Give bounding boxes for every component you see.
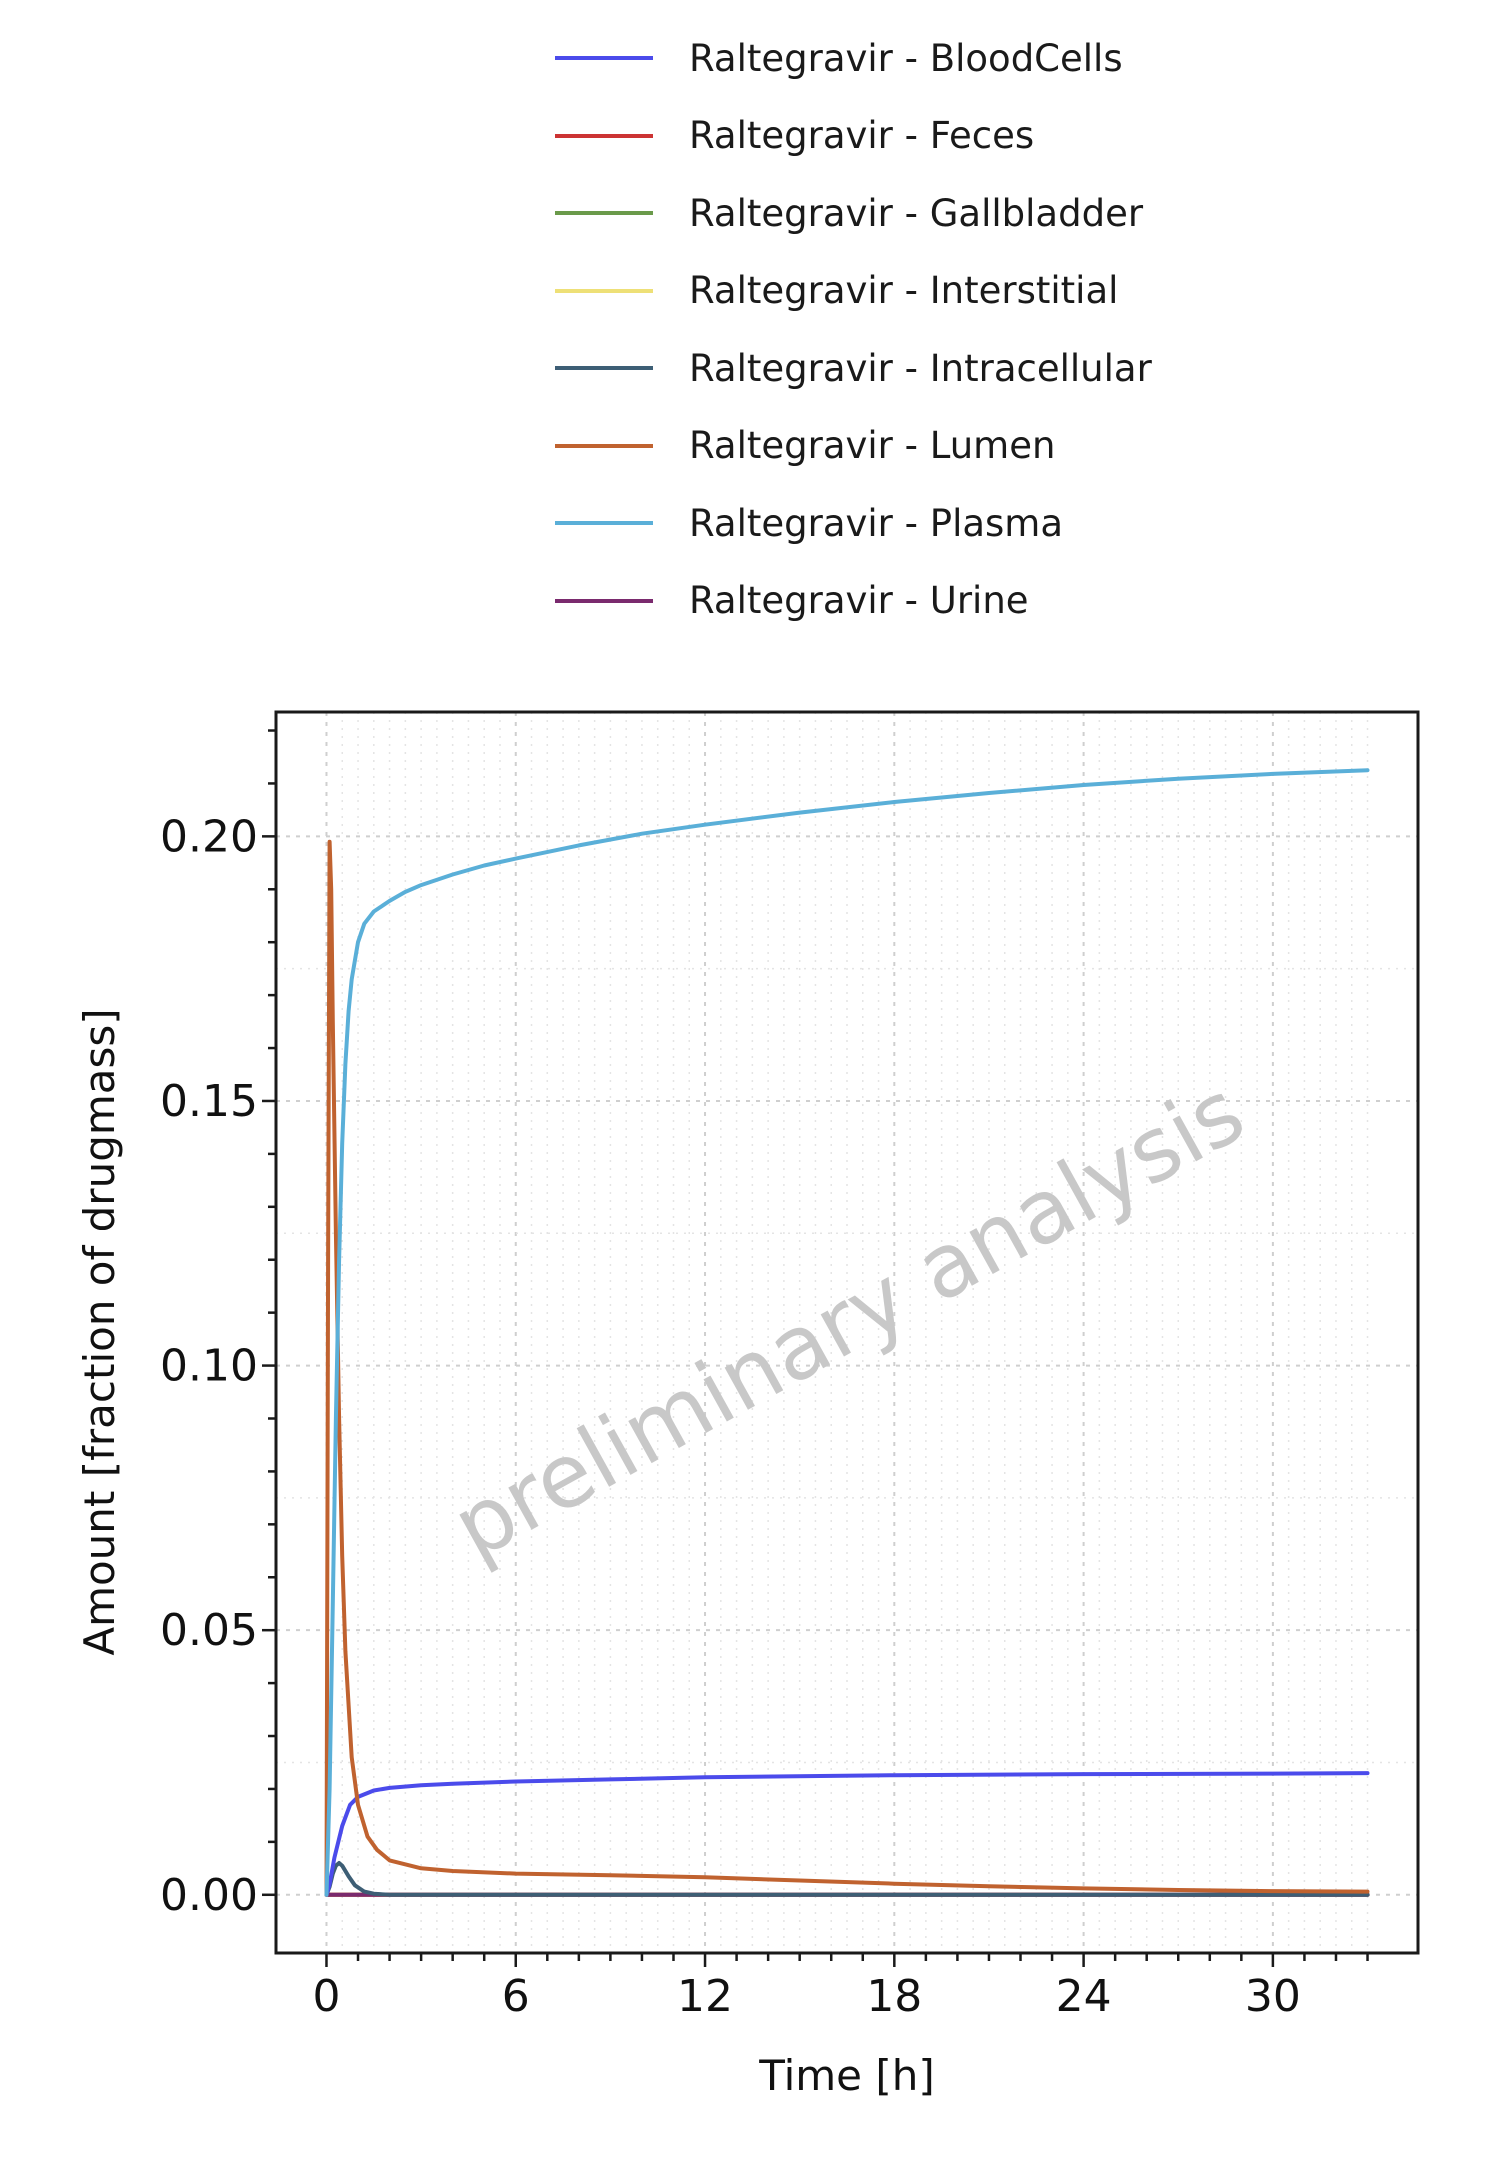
x-tick-label: 6 [502,1971,530,2022]
axes: 0 6 12 18 24 30 0.00 0.05 0.10 0.15 0.20 [160,729,1369,2022]
legend-swatch [555,133,653,138]
series-line-lumen [324,839,1370,1897]
legend-label: Raltegravir - BloodCells [689,36,1123,80]
legend-swatch [555,443,653,448]
series-line-plasma [324,768,1370,1897]
legend-label: Raltegravir - Gallbladder [689,191,1144,235]
series-layer [324,768,1370,1897]
y-tick-label: 0.20 [160,811,258,862]
x-tick-label: 0 [312,1971,340,2022]
legend-label: Raltegravir - Intracellular [689,346,1152,390]
legend-item: Raltegravir - Intracellular [555,346,1152,390]
plot-frame [274,710,1420,1955]
legend-swatch [555,598,653,603]
y-tick-label: 0.00 [160,1870,258,1921]
legend-item: Raltegravir - BloodCells [555,36,1123,80]
legend-item: Raltegravir - Urine [555,579,1029,622]
legend-item: Raltegravir - Lumen [555,424,1056,467]
x-tick-label: 24 [1056,1971,1112,2022]
legend-item: Raltegravir - Plasma [555,501,1064,545]
legend-label: Raltegravir - Lumen [689,424,1056,467]
x-tick-label: 30 [1245,1971,1301,2022]
legend-item: Raltegravir - Gallbladder [555,191,1144,235]
y-tick-label: 0.15 [160,1076,258,1127]
y-axis-title: Amount [fraction of drugmass] [75,1008,124,1655]
legend-label: Raltegravir - Plasma [689,501,1064,545]
x-tick-label: 12 [677,1971,733,2022]
series-line-bloodcells [324,1771,1370,1897]
legend-label: Raltegravir - Urine [689,579,1029,622]
watermark: preliminary analysis [436,1060,1260,1579]
x-tick-label: 18 [866,1971,922,2022]
legend-label: Raltegravir - Interstitial [689,269,1119,312]
legend-swatch [555,366,653,370]
legend-swatch [555,211,653,215]
legend-swatch [555,56,653,60]
legend-item: Raltegravir - Feces [555,114,1035,157]
legend-swatch [555,521,653,525]
legend-label: Raltegravir - Feces [689,114,1035,157]
legend-swatch [555,288,653,293]
y-tick-label: 0.10 [160,1341,258,1392]
x-axis-title: Time [h] [758,2051,935,2100]
y-tick-label: 0.05 [160,1605,258,1656]
legend-item: Raltegravir - Interstitial [555,269,1119,312]
